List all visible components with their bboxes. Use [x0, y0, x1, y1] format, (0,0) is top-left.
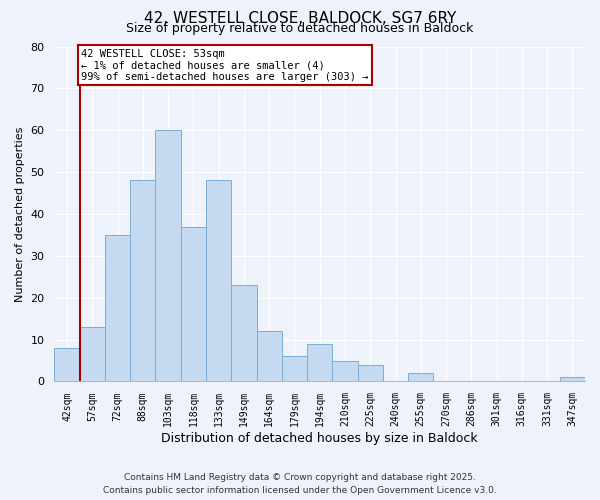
Bar: [55, 348, 80, 382]
Bar: [105, 235, 130, 382]
Text: 42 WESTELL CLOSE: 53sqm
← 1% of detached houses are smaller (4)
99% of semi-deta: 42 WESTELL CLOSE: 53sqm ← 1% of detached…: [81, 48, 368, 82]
Bar: [408, 373, 433, 382]
Bar: [282, 356, 307, 382]
Bar: [206, 180, 231, 382]
Bar: [155, 130, 181, 382]
Bar: [307, 344, 332, 382]
Bar: [181, 226, 206, 382]
Bar: [130, 180, 155, 382]
X-axis label: Distribution of detached houses by size in Baldock: Distribution of detached houses by size …: [161, 432, 478, 445]
Bar: [257, 331, 282, 382]
Bar: [332, 360, 358, 382]
Text: 42, WESTELL CLOSE, BALDOCK, SG7 6RY: 42, WESTELL CLOSE, BALDOCK, SG7 6RY: [144, 11, 456, 26]
Text: Size of property relative to detached houses in Baldock: Size of property relative to detached ho…: [127, 22, 473, 35]
Y-axis label: Number of detached properties: Number of detached properties: [15, 126, 25, 302]
Bar: [231, 285, 257, 382]
Bar: [560, 378, 585, 382]
Text: Contains HM Land Registry data © Crown copyright and database right 2025.
Contai: Contains HM Land Registry data © Crown c…: [103, 473, 497, 495]
Bar: [358, 364, 383, 382]
Bar: [80, 327, 105, 382]
